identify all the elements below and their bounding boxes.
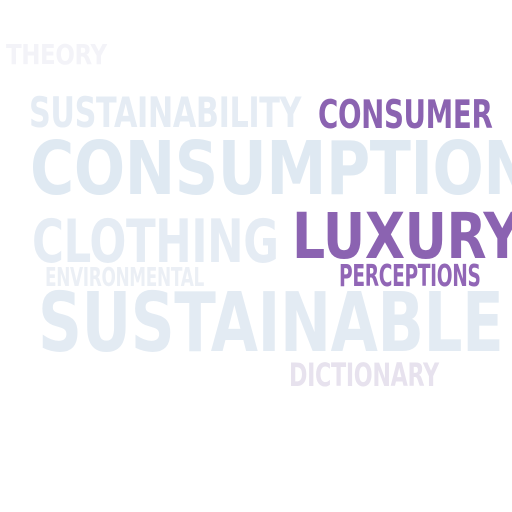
word-perceptions: PERCEPTIONS <box>339 259 481 294</box>
word-clothing: CLOTHING <box>32 207 279 277</box>
word-dictionary: DICTIONARY <box>289 356 439 394</box>
word-luxury: LUXURY <box>292 200 512 273</box>
word-sustainable: SUSTAINABLE <box>38 276 504 371</box>
word-consumption: CONSUMPTION <box>30 126 512 212</box>
word-theory: THEORY <box>6 38 107 71</box>
word-consumer: CONSUMER <box>318 93 493 138</box>
word-sustainability: SUSTAINABILITY <box>29 88 302 137</box>
word-environmental: ENVIRONMENTAL <box>45 263 204 293</box>
